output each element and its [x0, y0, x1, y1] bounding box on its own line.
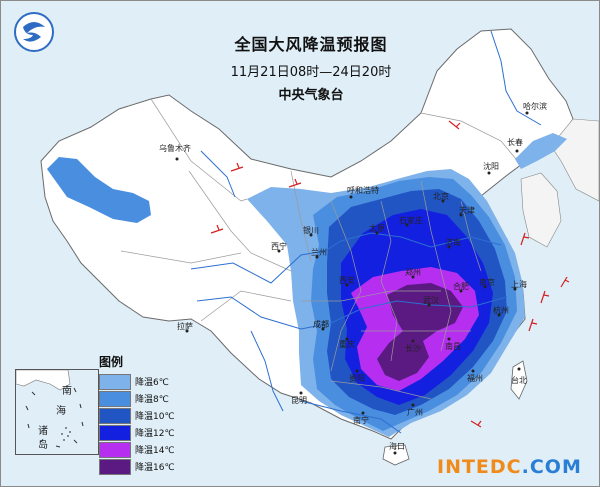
cooling-16c [377, 283, 463, 381]
city-label: 太原 [369, 224, 385, 233]
legend-item: 降温8℃ [99, 390, 175, 407]
inset-label: 岛 [38, 440, 48, 451]
agency-name: 中央气象台 [278, 88, 344, 103]
city-label: 成都 [313, 320, 329, 329]
city-label: 拉萨 [177, 322, 193, 331]
korea-peninsula [520, 172, 562, 248]
city-label: 呼和浩特 [347, 186, 379, 195]
site-watermark: INTEDC.COM [437, 456, 582, 478]
city-label: 乌鲁木齐 [159, 144, 191, 153]
watermark-part2: .COM [521, 456, 582, 478]
legend-label: 降温14℃ [135, 446, 175, 456]
wind-barbs [210, 120, 570, 428]
legend-item: 降温6℃ [99, 373, 175, 390]
rivers [190, 30, 542, 434]
city-label: 广州 [407, 408, 423, 417]
city-label: 石家庄 [399, 216, 423, 225]
cooling-6c-northeast [515, 133, 567, 169]
legend-item: 降温10℃ [99, 407, 175, 424]
legend-label: 降温6℃ [135, 378, 169, 388]
city-label: 合肥 [453, 282, 469, 291]
legend-swatch [99, 424, 131, 441]
inset-label: 诸 [38, 426, 48, 437]
city-dots [175, 111, 529, 455]
city-label: 济南 [445, 238, 461, 247]
cma-logo-icon [13, 11, 55, 53]
city-label: 南宁 [353, 416, 369, 425]
legend-label: 降温16℃ [135, 463, 175, 473]
city-label: 贵阳 [349, 374, 365, 383]
city-label: 重庆 [339, 340, 355, 349]
legend-item: 降温12℃ [99, 424, 175, 441]
city-label: 西安 [339, 276, 355, 285]
city-label: 长春 [507, 138, 523, 147]
legend-label: 降温10℃ [135, 412, 175, 422]
city-label: 杭州 [493, 306, 509, 315]
city-label: 沈阳 [483, 162, 499, 171]
taiwan-island [510, 360, 528, 400]
legend-item: 降温16℃ [99, 458, 175, 475]
city-label: 兰州 [311, 248, 327, 257]
time-range: 11月21日08时—24日20时 [230, 65, 392, 80]
city-label: 福州 [467, 374, 483, 383]
city-label: 昆明 [291, 396, 307, 405]
city-label: 南昌 [445, 342, 461, 351]
inset-label: 南 [62, 386, 72, 397]
legend-swatch [99, 390, 131, 407]
south-china-sea-inset: 南 海 诸 岛 [15, 369, 99, 455]
legend-swatch [99, 407, 131, 424]
city-label: 郑州 [405, 268, 421, 277]
legend-swatch [99, 373, 131, 390]
city-label: 武汉 [423, 296, 439, 305]
legend-title: 图例 [99, 355, 124, 369]
map-legend: 图例 降温6℃ 降温8℃ 降温10℃ 降温12℃ 降温14℃ 降温16℃ [99, 353, 175, 475]
inset-label: 海 [56, 406, 66, 417]
city-label: 银川 [303, 226, 319, 235]
city-label: 南京 [479, 278, 495, 287]
city-label: 北京 [433, 192, 449, 201]
map-title-block: 全国大风降温预报图 11月21日08时—24日20时 中央气象台 [191, 31, 431, 103]
city-label: 西宁 [271, 242, 287, 251]
cooling-8c-west [47, 157, 151, 223]
legend-label: 降温12℃ [135, 429, 175, 439]
city-label: 海口 [389, 442, 405, 451]
hainan-island [382, 444, 410, 466]
watermark-part1: INTEDC [437, 456, 522, 478]
city-label: 上海 [511, 280, 527, 289]
legend-label: 降温8℃ [135, 395, 169, 405]
city-label: 长沙 [405, 344, 421, 353]
city-label: 天津 [459, 206, 475, 215]
legend-item: 降温14℃ [99, 441, 175, 458]
city-label: 哈尔滨 [523, 102, 547, 111]
province-borders [120, 98, 517, 400]
legend-swatch [99, 441, 131, 458]
legend-swatch [99, 458, 131, 475]
city-label: 台北 [511, 376, 527, 385]
map-title: 全国大风降温预报图 [234, 35, 388, 54]
